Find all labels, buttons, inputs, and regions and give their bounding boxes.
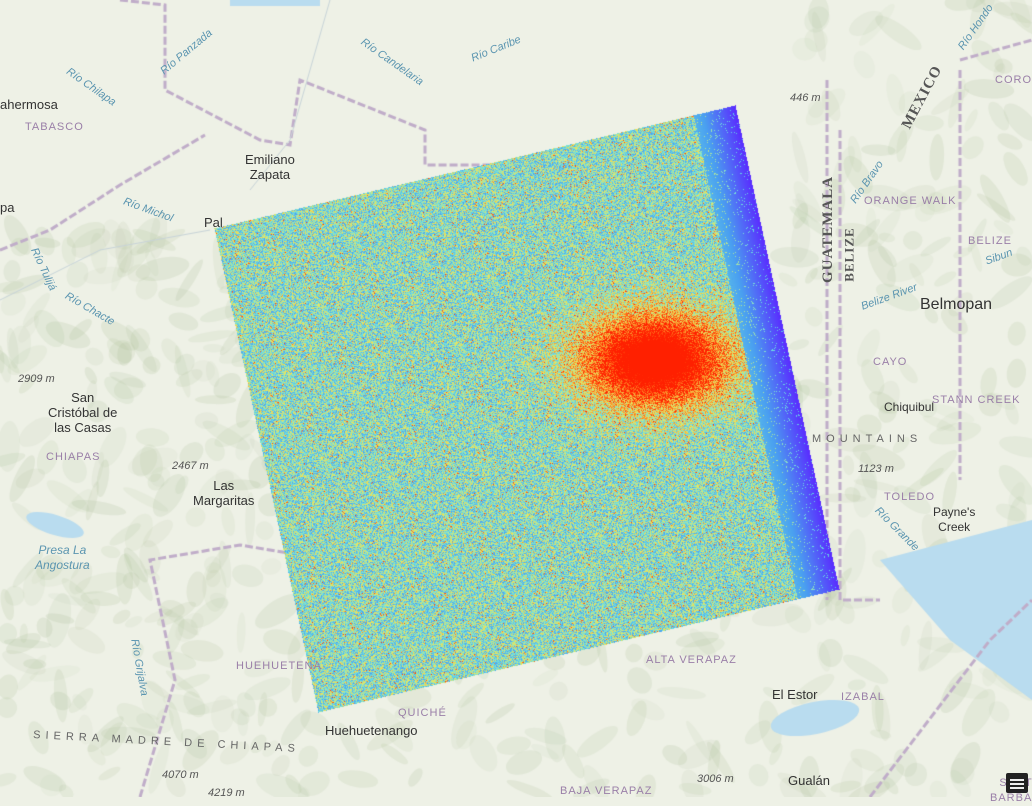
label-elev-446: 446 m: [790, 92, 821, 104]
legend-list-icon[interactable]: [1006, 773, 1028, 793]
label-huehuetenango-dept: HUEHUETENA: [236, 660, 322, 672]
label-presa-la-angostura: Presa La Angostura: [35, 543, 90, 572]
label-stann-creek: STANN CREEK: [932, 394, 1021, 406]
label-elev-2467: 2467 m: [172, 460, 209, 472]
label-las-margaritas: Las Margaritas: [193, 478, 255, 508]
label-emiliano-zapata: Emiliano Zapata: [245, 152, 295, 182]
label-mountains: MOUNTAINS: [812, 433, 923, 445]
label-elev-1123: 1123 m: [858, 463, 894, 475]
label-villahermosa: ahermosa: [0, 97, 58, 112]
label-palenque: Pal: [204, 215, 223, 230]
label-elev-4219: 4219 m: [208, 787, 245, 799]
label-pa: pa: [0, 200, 15, 215]
label-gualan: Gualán: [788, 773, 830, 788]
label-san-cristobal: San Cristóbal de las Casas: [48, 390, 118, 435]
label-elev-4070: 4070 m: [162, 769, 199, 781]
label-el-estor: El Estor: [772, 687, 818, 702]
label-belize-country: BELIZE: [841, 227, 857, 282]
label-elev-2909: 2909 m: [18, 373, 55, 385]
label-tabasco: TABASCO: [25, 121, 84, 133]
label-belmopan: Belmopan: [920, 296, 993, 313]
label-corozal: COROZ: [995, 74, 1032, 86]
label-orange-walk: ORANGE WALK: [864, 195, 957, 207]
label-baja-verapaz: BAJA VERAPAZ: [560, 785, 653, 797]
label-huehuetenango: Huehuetenango: [325, 723, 418, 738]
label-toledo: TOLEDO: [884, 491, 936, 503]
label-chiapas: CHIAPAS: [46, 451, 101, 463]
label-quiche: QUICHÉ: [398, 707, 447, 719]
label-paynes-creek: Payne's Creek: [933, 505, 976, 534]
label-elev-3006: 3006 m: [697, 773, 734, 785]
label-belize-district: BELIZE: [968, 235, 1012, 247]
label-cayo: CAYO: [873, 356, 908, 368]
label-alta-verapaz: ALTA VERAPAZ: [646, 654, 737, 666]
label-izabal: IZABAL: [841, 691, 885, 703]
label-guatemala: GUATEMALA: [820, 175, 837, 284]
label-chiquibul: Chiquibul: [884, 400, 935, 414]
